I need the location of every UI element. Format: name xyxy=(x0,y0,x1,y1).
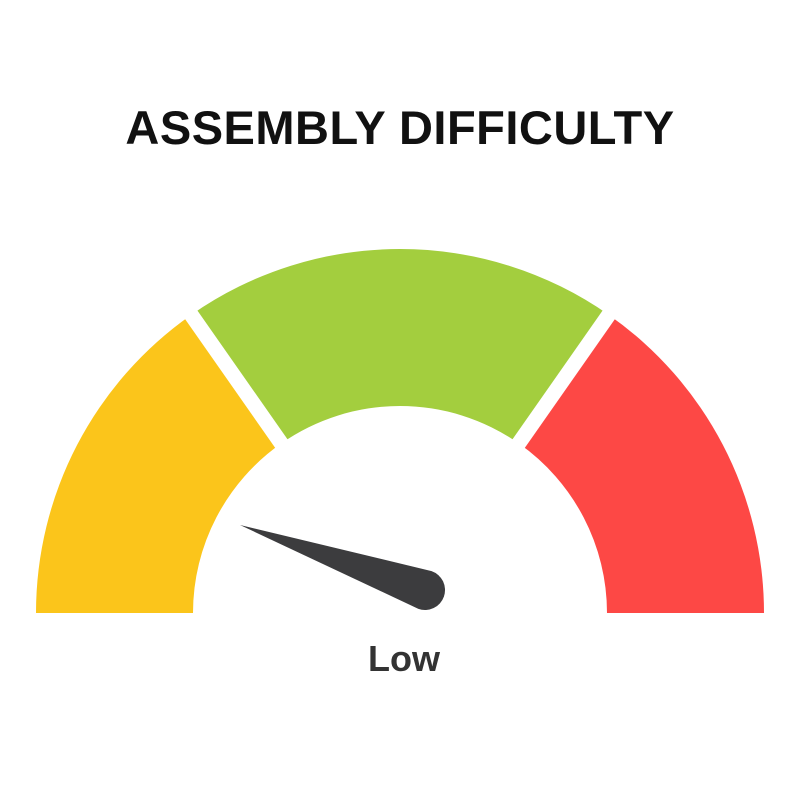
segment-divider xyxy=(182,306,291,452)
gauge-reading-label: Low xyxy=(368,638,440,679)
segment-divider xyxy=(509,306,618,452)
gauge-segment-left xyxy=(36,314,282,613)
gauge-segment-right xyxy=(518,314,764,613)
gauge-title: ASSEMBLY DIFFICULTY xyxy=(125,101,675,154)
gauge-segment-middle xyxy=(191,248,609,444)
gauge-needle xyxy=(240,525,446,611)
